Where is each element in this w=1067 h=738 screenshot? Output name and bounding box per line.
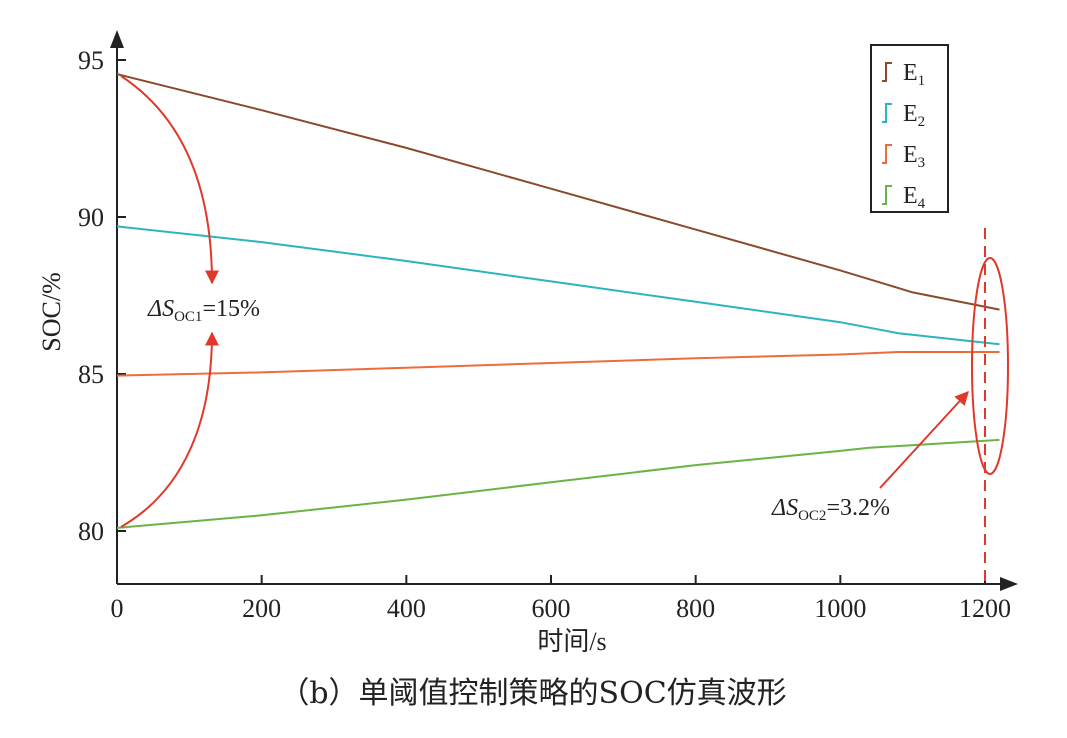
arrow-up-curve (120, 331, 219, 528)
y-tick-label: 80 (78, 517, 104, 546)
arrow-diagonal (879, 390, 969, 489)
annotation-dsoc1-sub: OC1 (174, 309, 202, 325)
legend-label-sub: 2 (918, 114, 926, 130)
legend-swatch-e4 (882, 185, 892, 205)
series-line-e3 (116, 351, 1000, 377)
legend-label-main: E (903, 60, 918, 86)
series-line-e2 (116, 225, 1000, 346)
legend-label-sub: 3 (918, 155, 926, 171)
legend-swatch-e1 (882, 62, 892, 82)
legend-label-main: E (903, 142, 918, 168)
y-ticks: 80 85 90 95 (78, 46, 126, 546)
legend-label-sub: 1 (918, 73, 926, 89)
x-tick-label: 0 (111, 594, 124, 623)
series-line-e1 (116, 73, 1000, 311)
figure-caption: （b）单阈值控制策略的SOC仿真波形 (279, 676, 786, 711)
legend-label-e4: E4 (903, 183, 926, 212)
highlight-ellipse (971, 257, 1009, 475)
x-tick-label: 600 (532, 594, 571, 623)
legend-swatch-e2 (882, 103, 892, 123)
legend-label-e3: E3 (903, 142, 925, 171)
x-tick-label: 1000 (814, 594, 866, 623)
legend-label-main: E (903, 183, 918, 209)
series-lines (116, 73, 1000, 529)
legend-label-e1: E1 (903, 60, 925, 89)
legend-label-sub: 4 (918, 196, 926, 212)
annotation-dsoc2-sub: OC2 (798, 508, 826, 524)
annotation-dsoc1-tail: =15% (202, 296, 260, 322)
annotation-dsoc2-main: ΔS (771, 495, 798, 521)
annotation-dsoc2: ΔSOC2=3.2% (771, 495, 890, 524)
legend-swatch-e3 (882, 144, 892, 164)
legend-label-e2: E2 (903, 101, 925, 130)
arrow-down-curve (120, 75, 219, 285)
x-axis-arrow (1000, 577, 1018, 591)
annotation-dsoc1: ΔSOC1=15% (147, 296, 260, 325)
x-tick-label: 200 (242, 594, 281, 623)
series-line-e4 (116, 438, 1000, 529)
y-tick-label: 85 (78, 360, 104, 389)
x-tick-label: 400 (387, 594, 426, 623)
y-axis-title: SOC/% (37, 272, 66, 351)
y-tick-label: 95 (78, 46, 104, 75)
legend-label-main: E (903, 101, 918, 127)
y-tick-label: 90 (78, 203, 104, 232)
x-tick-label: 800 (676, 594, 715, 623)
legend-box (870, 44, 949, 213)
annotation-dsoc2-tail: =3.2% (826, 495, 890, 521)
annotation-dsoc1-main: ΔS (147, 296, 174, 322)
x-tick-label: 1200 (959, 594, 1011, 623)
y-axis-arrow (110, 30, 124, 48)
x-ticks: 0 200 400 600 800 1000 1200 (111, 575, 1011, 623)
x-axis-title: 时间/s (537, 627, 606, 656)
